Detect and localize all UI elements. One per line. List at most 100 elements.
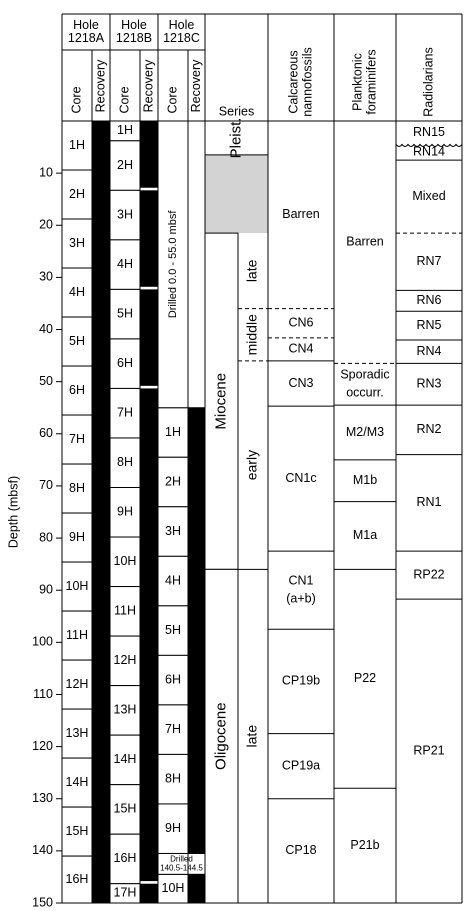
y-tick-label: 60 bbox=[39, 426, 53, 440]
core-label: 16H bbox=[66, 872, 89, 886]
core bbox=[61, 267, 93, 318]
core bbox=[157, 803, 189, 854]
core-header: Core bbox=[117, 86, 131, 113]
subseries-label: early bbox=[244, 450, 260, 480]
series-label: Pleist. bbox=[227, 118, 244, 159]
zone-label: RN4 bbox=[416, 344, 441, 358]
y-tick-label: 40 bbox=[39, 322, 53, 336]
zone-label: Barren bbox=[282, 207, 320, 221]
core bbox=[157, 605, 189, 656]
series-header: Series bbox=[219, 104, 254, 118]
unconformity bbox=[395, 143, 463, 147]
recovery-header: Recovery bbox=[189, 59, 203, 113]
series-label: Oligocene bbox=[212, 702, 229, 770]
core bbox=[61, 512, 93, 563]
core bbox=[109, 586, 141, 637]
zone-label: CN6 bbox=[288, 316, 313, 330]
recovery-header: Recovery bbox=[141, 59, 155, 113]
core-label: 8H bbox=[117, 455, 133, 469]
core-label: 2H bbox=[165, 474, 181, 488]
zone-label: (a+b) bbox=[286, 591, 316, 605]
y-tick-label: 70 bbox=[39, 478, 53, 492]
core-label: 6H bbox=[69, 383, 85, 397]
y-tick-label: 30 bbox=[39, 270, 53, 284]
core bbox=[109, 437, 141, 488]
hole-name: Hole bbox=[73, 18, 99, 32]
zone bbox=[396, 290, 462, 312]
subseries-label: middle bbox=[244, 314, 260, 355]
core-label: 15H bbox=[66, 824, 89, 838]
zone-label: RN15 bbox=[413, 125, 445, 139]
zone-label: CN1 bbox=[288, 573, 313, 587]
y-tick-label: 80 bbox=[39, 530, 53, 544]
core-header: Core bbox=[165, 86, 179, 113]
zone bbox=[334, 121, 396, 364]
recovery bbox=[188, 407, 205, 854]
core-label: 10H bbox=[162, 881, 185, 895]
core bbox=[61, 610, 93, 661]
zone bbox=[396, 160, 462, 234]
core-label: 7H bbox=[165, 722, 181, 736]
zone bbox=[268, 629, 334, 734]
zone bbox=[334, 788, 396, 903]
core bbox=[109, 486, 141, 538]
core-label: 4H bbox=[117, 257, 133, 271]
core-label: 9H bbox=[69, 530, 85, 544]
zone-label: CP18 bbox=[285, 843, 316, 857]
zone bbox=[396, 454, 462, 552]
core-label: 13H bbox=[114, 703, 137, 717]
zone bbox=[396, 311, 462, 340]
zone bbox=[396, 339, 462, 364]
zone-label: RN2 bbox=[416, 422, 441, 436]
core-label: 7H bbox=[69, 432, 85, 446]
no-recovery-interval bbox=[205, 154, 268, 234]
core-label: 12H bbox=[114, 653, 137, 667]
core-label: 3H bbox=[117, 207, 133, 221]
recovery-header: Recovery bbox=[93, 59, 107, 113]
zone bbox=[268, 360, 334, 407]
y-tick-label: 130 bbox=[32, 791, 53, 805]
recovery bbox=[140, 190, 158, 287]
zone bbox=[268, 308, 334, 338]
zone-label: RP21 bbox=[413, 743, 444, 757]
core-label: 17H bbox=[114, 886, 137, 900]
core-label: 9H bbox=[117, 505, 133, 519]
zone-label: Mixed bbox=[412, 189, 445, 203]
series-label: Miocene bbox=[212, 373, 229, 430]
core-label: 10H bbox=[114, 554, 137, 568]
core bbox=[109, 140, 141, 191]
hole-name: 1218C bbox=[163, 31, 200, 45]
core-label: 7H bbox=[117, 406, 133, 420]
core-label: 15H bbox=[114, 802, 137, 816]
y-tick-label: 10 bbox=[39, 165, 53, 179]
zone-label: CN1c bbox=[285, 471, 316, 485]
core-label: 5H bbox=[117, 306, 133, 320]
zone bbox=[334, 501, 396, 570]
zone-label: P21b bbox=[350, 838, 379, 852]
core-label: 8H bbox=[69, 481, 85, 495]
drilled-label: Drilled 0.0 - 55.0 mbsf bbox=[167, 210, 179, 319]
core-label: 11H bbox=[66, 628, 88, 642]
zone bbox=[334, 569, 396, 789]
y-tick-label: 120 bbox=[32, 739, 53, 753]
y-tick-label: 140 bbox=[32, 843, 53, 857]
core-label: 3H bbox=[165, 524, 181, 538]
zone bbox=[396, 599, 462, 903]
zone-header: Planktonic bbox=[350, 53, 364, 111]
core-label: 3H bbox=[69, 236, 85, 250]
core bbox=[61, 463, 93, 514]
subseries-unit bbox=[238, 360, 268, 570]
zone-header: foraminifers bbox=[364, 49, 378, 114]
zone-label: CN3 bbox=[288, 376, 313, 390]
core-label: 6H bbox=[117, 356, 133, 370]
zone bbox=[396, 233, 462, 291]
core-label: 9H bbox=[165, 821, 181, 835]
zone-label: RN14 bbox=[413, 145, 445, 159]
drilled-label: Drilled bbox=[170, 855, 193, 864]
recovery bbox=[140, 289, 158, 386]
core-label: 10H bbox=[66, 579, 89, 593]
hole-name: 1218A bbox=[68, 31, 105, 45]
recovery bbox=[140, 388, 158, 882]
subseries-unit bbox=[238, 233, 268, 309]
